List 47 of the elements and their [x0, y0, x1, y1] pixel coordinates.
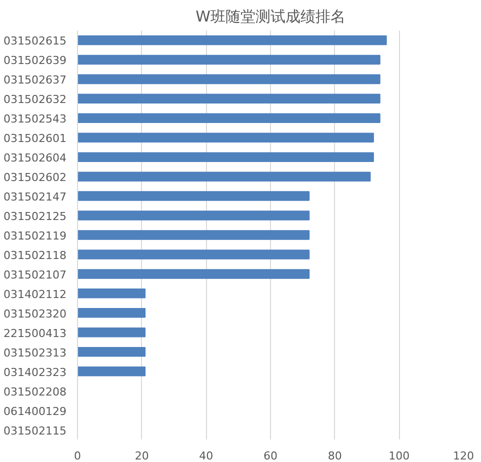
y-tick-label: 031502320 — [4, 307, 67, 320]
y-tick-label: 031502601 — [4, 132, 67, 146]
bar — [78, 366, 146, 376]
x-tick-label: 20 — [134, 450, 149, 462]
bar — [78, 94, 380, 104]
y-tick-label: 061400129 — [4, 404, 67, 418]
bar — [78, 113, 380, 124]
y-tick-label: 031502119 — [4, 230, 67, 242]
bar — [78, 288, 146, 298]
y-tick-label: 031402323 — [4, 366, 67, 379]
bar — [78, 250, 310, 260]
chart-title: W班随堂测试成绩排名 — [196, 8, 346, 26]
bar — [78, 328, 146, 338]
x-tick-label: 120 — [453, 450, 474, 462]
bar — [78, 346, 146, 357]
y-tick-label: 031502208 — [4, 385, 67, 398]
bar — [78, 132, 374, 142]
bar — [78, 230, 310, 240]
y-tick-label: 031502615 — [4, 34, 67, 48]
bar — [78, 74, 380, 84]
y-tick-label: 031502115 — [4, 424, 67, 438]
y-tick-label: 221500413 — [4, 326, 67, 340]
y-tick-label: 031502543 — [4, 112, 67, 126]
bar — [78, 54, 380, 65]
bar — [78, 210, 310, 220]
y-tick-label: 031502125 — [4, 210, 67, 224]
bar — [78, 152, 374, 162]
bar — [78, 191, 310, 201]
bar — [78, 269, 310, 279]
x-tick-label: 80 — [328, 450, 342, 462]
y-tick-label: 031402112 — [4, 288, 67, 301]
y-tick-label: 031502107 — [4, 268, 67, 282]
y-tick-label: 031502639 — [4, 54, 67, 68]
y-tick-label: 031502637 — [4, 74, 67, 87]
bar — [78, 308, 146, 318]
y-tick-label: 031502604 — [4, 152, 67, 165]
x-tick-label: 60 — [264, 450, 278, 462]
y-tick-label: 031502118 — [4, 248, 67, 262]
x-tick-label: 100 — [388, 450, 410, 462]
y-tick-label: 031502147 — [4, 190, 67, 204]
x-tick-label: 0 — [74, 450, 81, 462]
y-tick-label: 031502602 — [4, 171, 67, 184]
y-tick-label: 031502632 — [4, 93, 67, 106]
x-tick-label: 40 — [199, 450, 214, 462]
bar — [78, 172, 371, 182]
bar — [78, 35, 387, 46]
y-tick-label: 031502313 — [4, 346, 67, 360]
